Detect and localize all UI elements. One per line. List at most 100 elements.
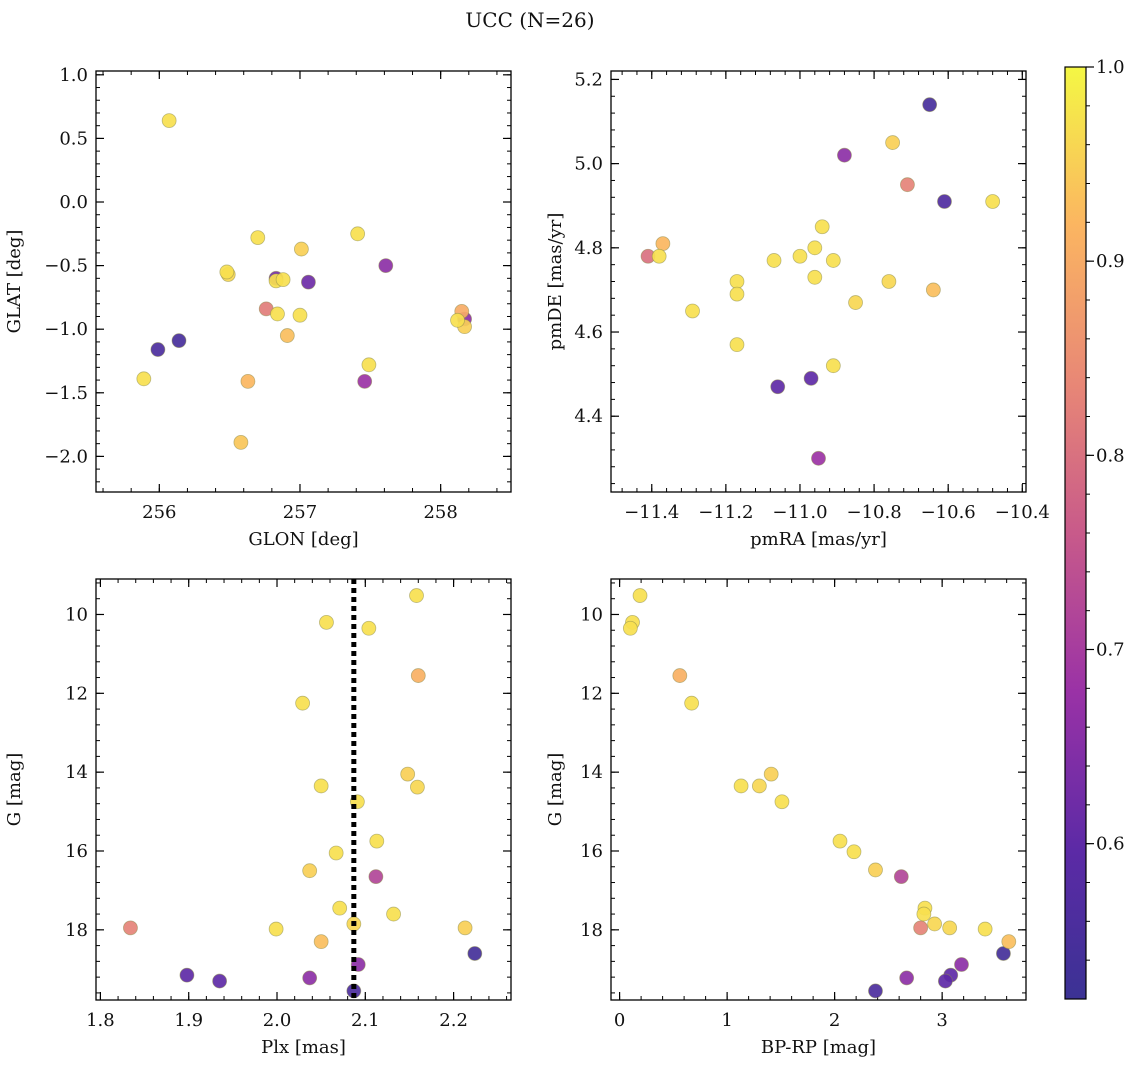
scatter-point [811, 450, 826, 466]
colorbar-tick-label: 0.9 [1096, 251, 1125, 272]
scatter-point [292, 307, 308, 323]
scatter-point [302, 970, 318, 986]
y-axis-label: pmDE [mas/yr] [545, 213, 566, 351]
scatter-point [410, 668, 426, 683]
scatter-point [913, 920, 929, 936]
scatter-point [985, 194, 1001, 209]
scatter-point [954, 957, 969, 972]
axes-frame [95, 70, 512, 493]
x-tick-label: 2.2 [439, 1010, 468, 1031]
scatter-point [313, 778, 329, 794]
scatter-point [332, 900, 348, 916]
x-tick-label: −10.6 [921, 502, 976, 523]
scatter-point [733, 778, 749, 794]
scatter-point [868, 983, 883, 999]
scatter-point [792, 248, 808, 264]
x-tick-label: −10.4 [995, 502, 1050, 523]
x-tick-label: 2.1 [351, 1010, 380, 1031]
colorbar: 0.6 0.7 0.8 0.9 1.0 [1064, 57, 1125, 1000]
axes-frame [610, 578, 1027, 1001]
scatter-point [729, 337, 745, 353]
scatter-point [770, 379, 786, 395]
scatter-point [378, 258, 394, 274]
colorbar-tick-label: 1.0 [1096, 57, 1125, 78]
x-tick-label: 257 [283, 502, 317, 523]
scatter-point [295, 695, 311, 711]
scatter-point [807, 240, 823, 256]
scatter-point [632, 588, 648, 603]
scatter-point [361, 357, 377, 373]
scatter-point [275, 272, 291, 287]
scatter-point [369, 833, 385, 849]
y-tick-label: 1.0 [59, 65, 88, 86]
scatter-point [900, 177, 915, 193]
scatter-point [885, 135, 901, 150]
y-tick-label: 4.8 [574, 238, 603, 259]
scatter-point [268, 921, 284, 937]
scatter-point [219, 264, 235, 280]
x-tick-label: 0 [614, 1010, 625, 1031]
scatter-point [925, 282, 941, 298]
y-tick-label: 18 [580, 920, 603, 941]
x-tick-label: 1.9 [174, 1010, 203, 1031]
y-axis-label: GLAT [deg] [4, 230, 25, 334]
scatter-point [250, 230, 266, 246]
x-axis-label: pmRA [mas/yr] [750, 529, 887, 550]
scatter-point [893, 869, 909, 885]
scatter-point [410, 779, 425, 795]
scatter-point [361, 620, 377, 636]
y-tick-label: 10 [580, 604, 603, 625]
scatter-point [977, 921, 993, 937]
x-tick-label: 256 [142, 502, 176, 523]
scatter-point [807, 269, 823, 285]
scatter-point [400, 766, 416, 782]
scatter-point [150, 342, 166, 357]
x-tick-label: 258 [423, 502, 457, 523]
scatter-point [161, 113, 177, 129]
scatter-point [350, 226, 366, 242]
x-tick-label: 1 [721, 1010, 732, 1031]
scatter-point [301, 274, 316, 290]
x-tick-label: −11.0 [772, 502, 827, 523]
scatter-point [672, 668, 688, 683]
y-tick-label: 10 [65, 604, 88, 625]
y-tick-label: 4.6 [574, 322, 603, 343]
scatter-point [937, 973, 953, 989]
figure-title: UCC (N=26) [465, 8, 594, 32]
scatter-points [136, 113, 472, 450]
scatter-point [729, 274, 745, 289]
x-tick-label: −10.8 [846, 502, 901, 523]
axes-frame [95, 578, 512, 1001]
glon-glat-panel: 256 257 258 1.0 0.5 0.0 −0.5 −1.0 −1.5 −2.0 GLON [… [4, 65, 512, 550]
scatter-point [293, 241, 309, 257]
y-axis-label: G [mag] [545, 753, 566, 826]
y-tick-label: −0.5 [44, 256, 88, 277]
scatter-point [171, 333, 187, 349]
scatter-points [640, 97, 1001, 466]
y-tick-label: −1.0 [44, 319, 88, 340]
y-tick-label: 14 [65, 762, 88, 783]
scatter-point [937, 194, 952, 209]
x-tick-label: 2 [829, 1010, 840, 1031]
scatter-point [751, 778, 767, 794]
x-axis-label: Plx [mas] [261, 1037, 346, 1058]
scatter-point [136, 371, 152, 387]
y-tick-label: 0.5 [59, 128, 88, 149]
y-tick-label: 12 [580, 683, 603, 704]
x-tick-label: 1.8 [86, 1010, 115, 1031]
scatter-point [651, 248, 667, 264]
plx-g-panel: 1.8 1.9 2.0 2.1 2.2 10 12 14 16 18 Plx [mas] G [mag… [4, 578, 512, 1058]
scatter-point [386, 906, 401, 922]
scatter-point [622, 620, 638, 636]
scatter-point [899, 970, 915, 986]
scatter-point [927, 916, 943, 932]
scatter-point [313, 934, 329, 950]
scatter-point [450, 312, 465, 328]
y-tick-label: 14 [580, 762, 603, 783]
scatter-point [846, 844, 862, 860]
scatter-point [240, 373, 256, 389]
pmra-pmde-panel: −11.4 −11.2 −11.0 −10.8 −10.6 −10.4 5.2 5.0 4.8 4… [545, 69, 1050, 550]
scatter-point [766, 253, 782, 268]
